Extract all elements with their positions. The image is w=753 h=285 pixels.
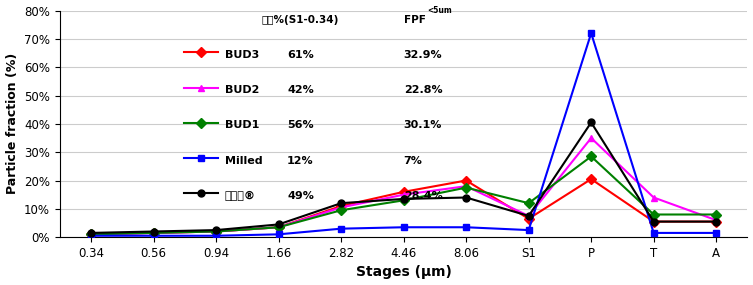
Text: BUD3: BUD3 — [225, 50, 259, 60]
Text: FPF: FPF — [404, 15, 425, 25]
Text: BUD1: BUD1 — [225, 121, 259, 131]
Text: Milled: Milled — [225, 156, 263, 166]
X-axis label: Stages (μm): Stages (μm) — [355, 265, 452, 280]
Y-axis label: Particle fraction (%): Particle fraction (%) — [5, 53, 19, 194]
Text: 12%: 12% — [287, 156, 314, 166]
Text: 吸入%(S1-0.34): 吸入%(S1-0.34) — [262, 15, 339, 25]
Text: 42%: 42% — [287, 85, 314, 95]
Text: 22.8%: 22.8% — [404, 85, 442, 95]
Text: 49%: 49% — [287, 191, 314, 201]
Text: BUD2: BUD2 — [225, 85, 259, 95]
Text: 普米克®: 普米克® — [225, 191, 256, 201]
Text: 56%: 56% — [287, 121, 314, 131]
Text: 61%: 61% — [287, 50, 314, 60]
Text: 7%: 7% — [404, 156, 422, 166]
Text: 28.4%: 28.4% — [404, 191, 443, 201]
Text: 32.9%: 32.9% — [404, 50, 442, 60]
Text: 30.1%: 30.1% — [404, 121, 442, 131]
Text: <5um: <5um — [428, 6, 453, 15]
